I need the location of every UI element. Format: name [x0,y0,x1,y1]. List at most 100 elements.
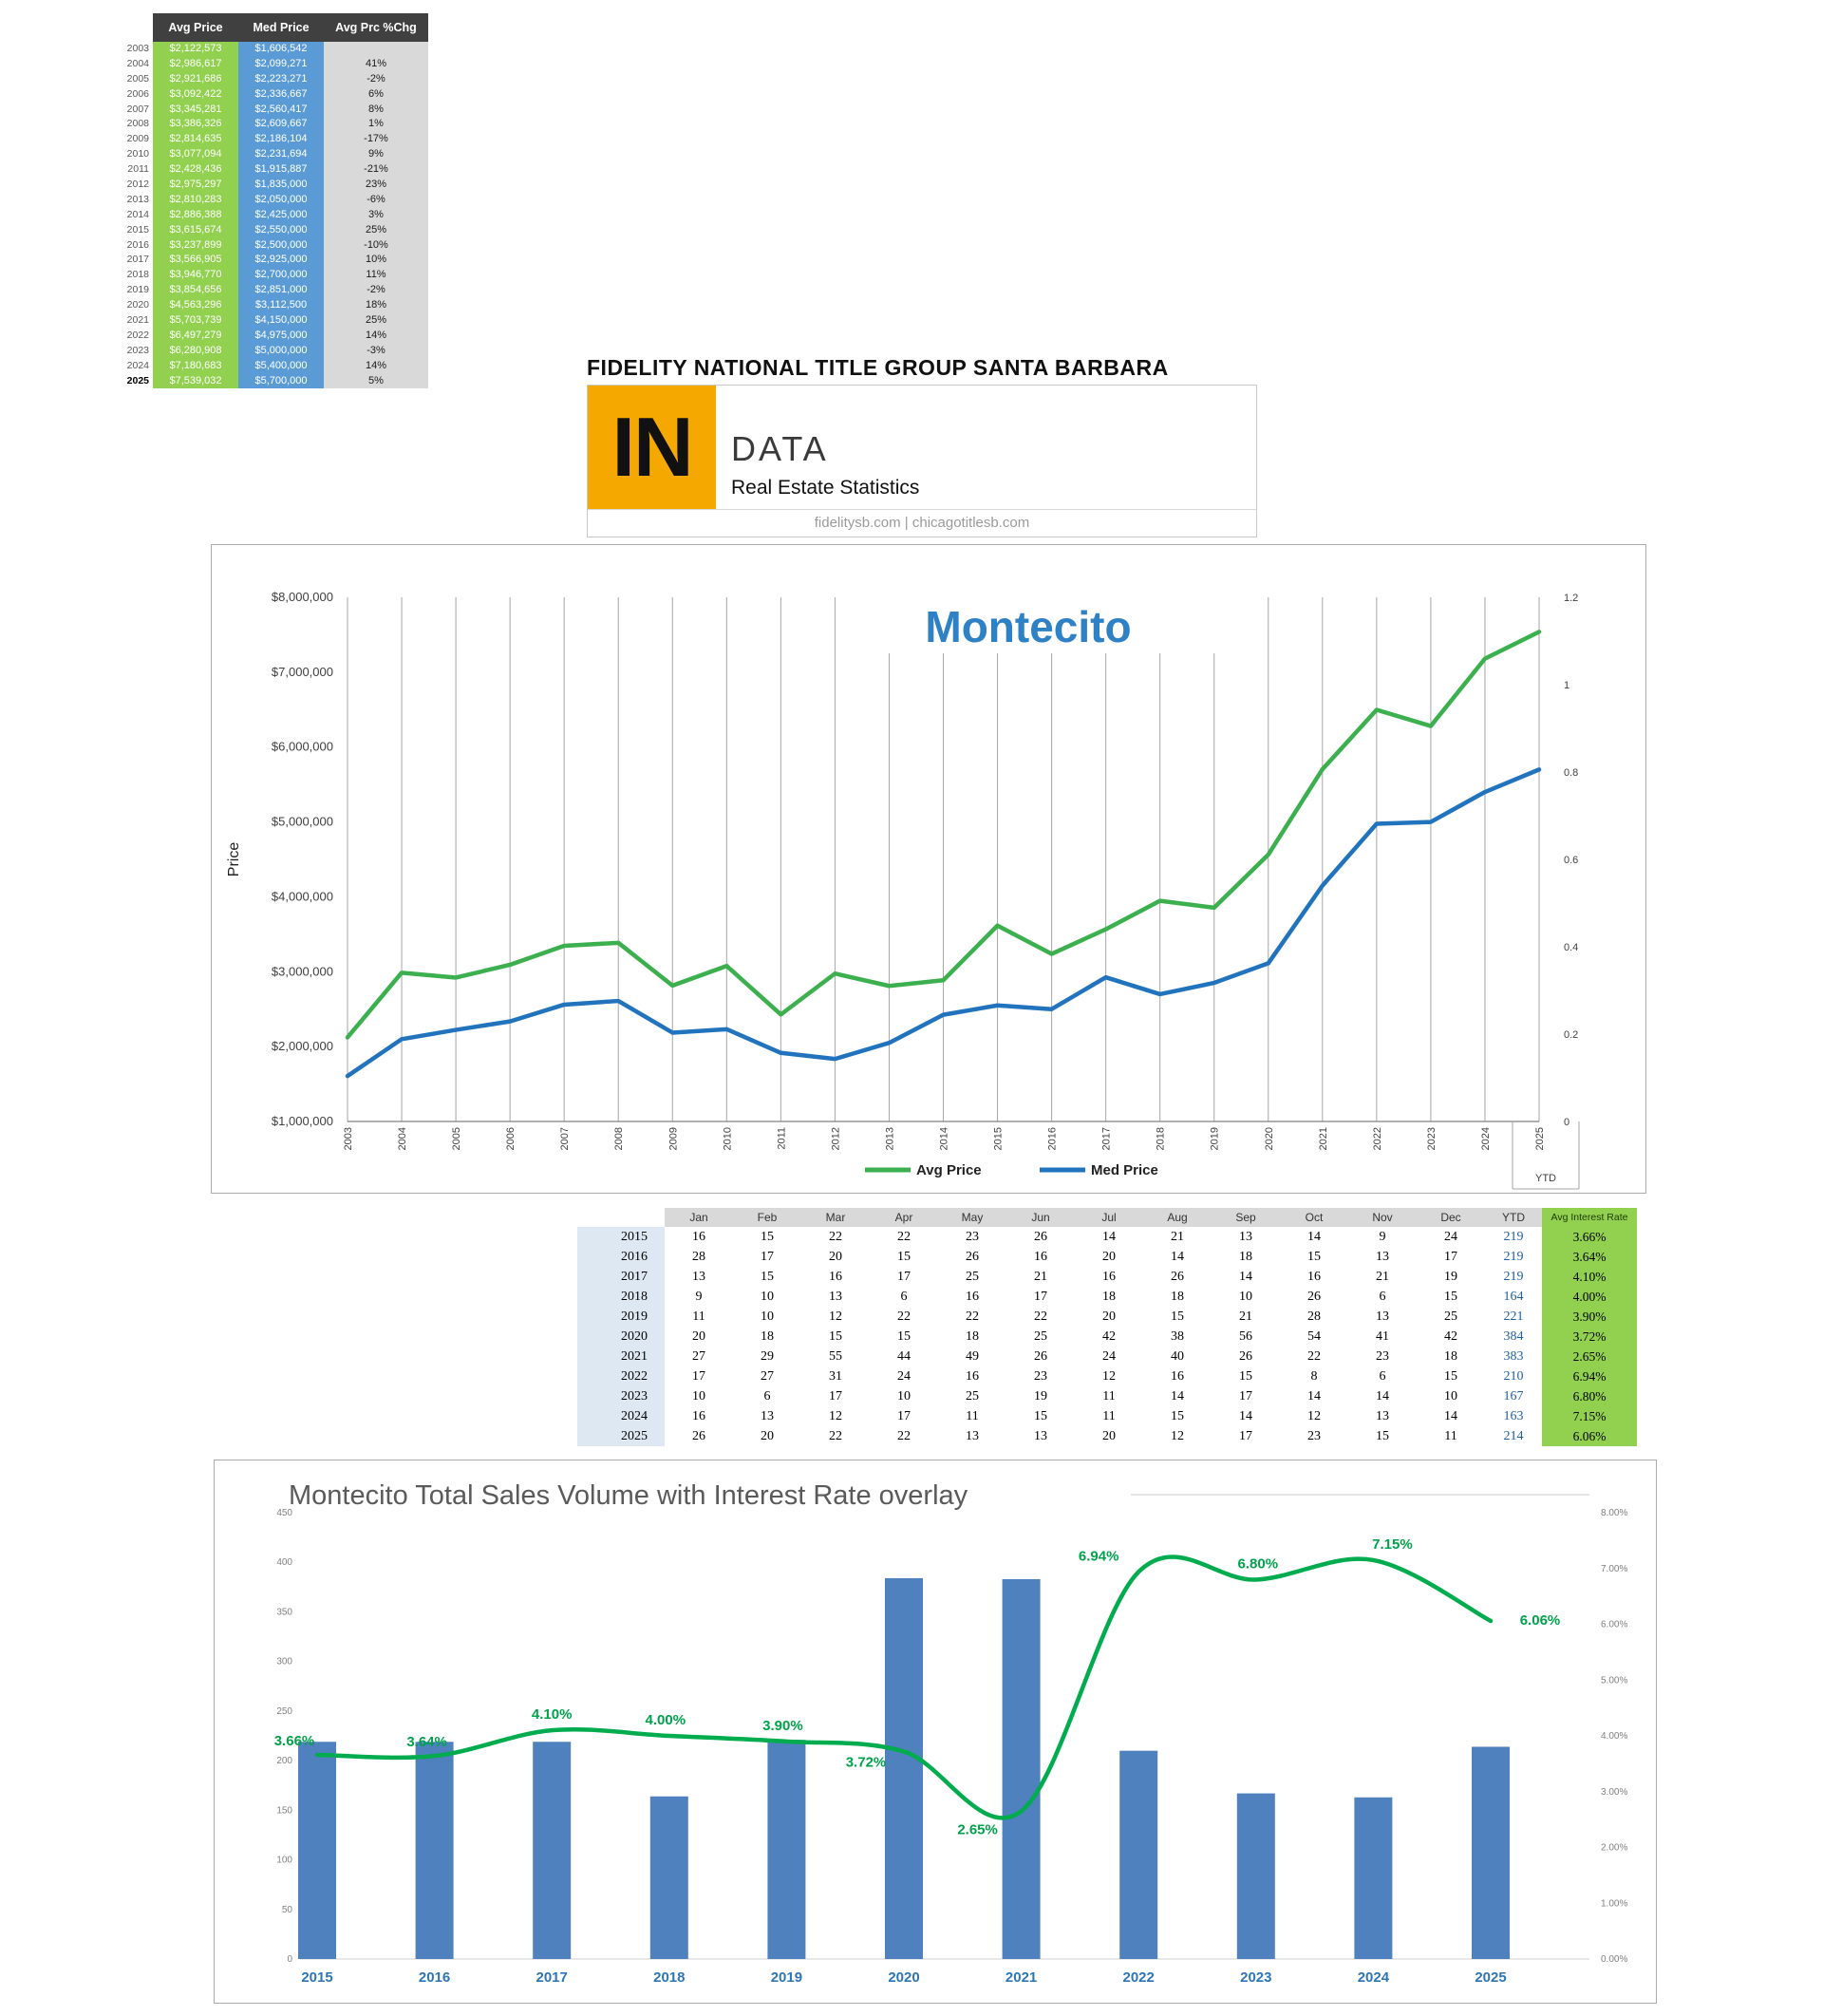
svg-text:6.06%: 6.06% [1520,1612,1561,1629]
month-value-cell: 18 [966,1329,979,1344]
avg-price-cell: $6,497,279 [153,328,238,344]
pct-change-cell: -2% [324,71,428,87]
table-row: 2010 $3,077,094 $2,231,694 9% [122,147,430,163]
monthly-table-row: 2017 13 15 16 17 25 21 16 26 14 16 21 19 219 4.10% [577,1267,1637,1287]
month-value-cell: 13 [829,1290,842,1304]
svg-text:2021: 2021 [1005,1969,1037,1986]
month-value-cell: 31 [829,1369,842,1384]
ytd-value-cell: 210 [1503,1369,1524,1384]
svg-text:6.94%: 6.94% [1079,1548,1119,1564]
svg-text:2015: 2015 [301,1969,332,1986]
med-price-cell: $2,186,104 [238,132,324,148]
svg-text:4.10%: 4.10% [532,1706,573,1723]
month-value-cell: 6 [1379,1290,1386,1304]
year-cell: 2006 [126,87,149,100]
avg-price-cell: $7,180,683 [153,358,238,374]
logo-row: IN DATA Real Estate Statistics [588,386,1256,509]
svg-text:$7,000,000: $7,000,000 [272,665,333,679]
med-price-cell: $2,425,000 [238,207,324,223]
table-row: 2018 $3,946,770 $2,700,000 11% [122,268,430,284]
month-value-cell: 18 [1171,1290,1184,1304]
company-title: FIDELITY NATIONAL TITLE GROUP SANTA BARB… [587,355,1169,380]
year-cell: 2009 [126,133,149,145]
month-value-cell: 22 [1034,1309,1047,1324]
pct-change-cell: 23% [324,178,428,193]
svg-text:2010: 2010 [722,1127,733,1150]
table-row: 2014 $2,886,388 $2,425,000 3% [122,207,430,223]
year-cell: 2018 [126,269,149,281]
month-value-cell: 26 [1034,1349,1047,1364]
avg-price-cell: $3,946,770 [153,268,238,284]
avg-price-cell: $2,428,436 [153,162,238,179]
month-header: Oct [1280,1208,1348,1227]
pct-change-cell: -21% [324,162,428,179]
svg-text:2003: 2003 [343,1127,354,1150]
pct-change-cell [324,42,428,57]
brand-block: FIDELITY NATIONAL TITLE GROUP SANTA BARB… [587,355,1257,537]
ytd-value-cell: 164 [1503,1290,1524,1304]
year-cell: 2025 [577,1426,665,1446]
med-price-cell: $2,700,000 [238,268,324,284]
pct-change-cell: 25% [324,222,428,238]
ytd-value-cell: 384 [1503,1329,1524,1344]
month-value-cell: 21 [1239,1309,1252,1324]
month-value-cell: 10 [692,1389,705,1404]
med-price-cell: $2,851,000 [238,283,324,299]
sales-volume-chart-panel: Montecito Total Sales Volume with Intere… [214,1460,1657,2004]
month-value-cell: 15 [1376,1429,1389,1443]
table-row: 2019 $3,854,656 $2,851,000 -2% [122,283,430,299]
med-price-cell: $4,975,000 [238,328,324,344]
table-row: 2020 $4,563,296 $3,112,500 18% [122,298,430,314]
avg-price-cell: $3,615,674 [153,222,238,238]
year-cell: 2018 [577,1287,665,1307]
med-price-cell: $2,550,000 [238,222,324,238]
price-trend-chart-panel: $1,000,000 $2,000,000 $3,000,000 $4,000,000… [211,544,1646,1194]
svg-text:2008: 2008 [613,1127,625,1150]
interest-rate-cell: 6.06% [1542,1426,1637,1446]
month-header: Feb [733,1208,801,1227]
month-value-cell: 6 [900,1290,908,1304]
table-row: 2006 $3,092,422 $2,336,667 6% [122,86,430,103]
month-value-cell: 26 [1034,1230,1047,1244]
year-cell: 2014 [126,208,149,220]
month-value-cell: 19 [1444,1270,1457,1284]
year-cell: 2017 [577,1267,665,1287]
month-value-cell: 25 [966,1270,979,1284]
med-price-cell: $2,609,667 [238,117,324,133]
monthly-table-row: 2018 9 10 13 6 16 17 18 18 10 26 6 15 164 4.00% [577,1287,1637,1307]
monthly-table-row: 2021 27 29 55 44 49 26 24 40 26 22 23 18 383 2.65% [577,1347,1637,1366]
month-value-cell: 25 [966,1389,979,1404]
monthly-table-row: 2022 17 27 31 24 16 23 12 16 15 8 6 15 210 6.94% [577,1366,1637,1386]
med-price-cell: $1,606,542 [238,42,324,57]
month-value-cell: 25 [1034,1329,1047,1344]
avg-price-cell: $3,077,094 [153,147,238,163]
monthly-table-row: 2023 10 6 17 10 25 19 11 14 17 14 14 10 167 6.80% [577,1386,1637,1406]
month-value-cell: 18 [1102,1290,1116,1304]
year-cell: 2021 [577,1347,665,1366]
med-price-cell: $5,700,000 [238,373,324,389]
month-value-cell: 20 [1102,1309,1116,1324]
month-header: Sep [1212,1208,1280,1227]
table-row: 2025 $7,539,032 $5,700,000 5% [122,373,430,389]
svg-text:2005: 2005 [451,1127,462,1150]
pct-change-cell: 6% [324,86,428,103]
svg-text:50: 50 [282,1905,293,1915]
year-cell: 2015 [126,223,149,236]
svg-text:7.00%: 7.00% [1601,1564,1627,1574]
svg-text:4.00%: 4.00% [1601,1731,1627,1742]
svg-text:4.00%: 4.00% [646,1712,686,1728]
month-value-cell: 6 [1379,1369,1386,1384]
month-value-cell: 56 [1239,1329,1252,1344]
month-value-cell: 6 [763,1389,771,1404]
month-value-cell: 15 [1444,1290,1457,1304]
month-value-cell: 10 [761,1290,774,1304]
month-value-cell: 27 [692,1349,705,1364]
year-cell: 2024 [577,1406,665,1426]
svg-text:0.6: 0.6 [1564,855,1578,866]
svg-text:150: 150 [276,1805,292,1816]
ytd-value-cell: 219 [1503,1230,1524,1244]
month-value-cell: 15 [1034,1409,1047,1423]
avg-price-cell: $2,886,388 [153,207,238,223]
pct-change-cell: -17% [324,132,428,148]
month-value-cell: 22 [897,1309,911,1324]
